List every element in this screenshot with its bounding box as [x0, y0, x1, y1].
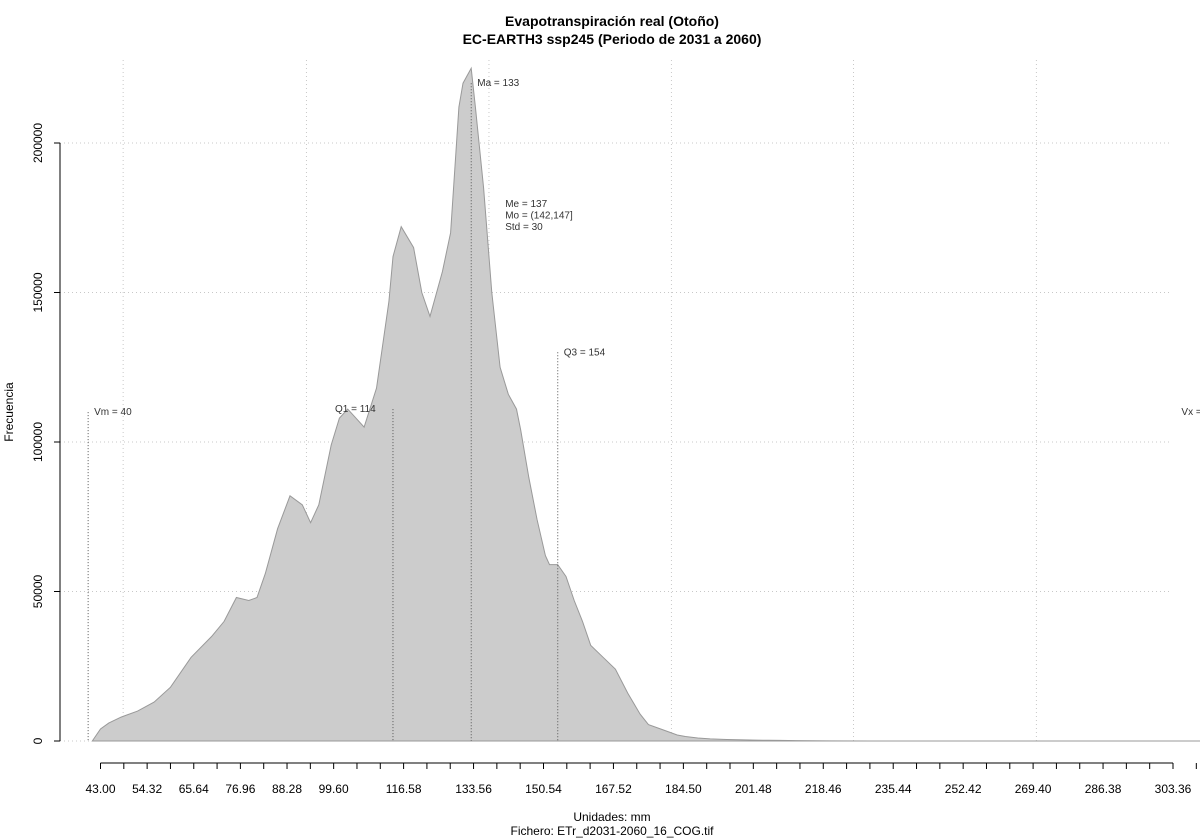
- y-tick-label: 50000: [31, 574, 45, 608]
- x-tick-label: 269.40: [1015, 782, 1052, 796]
- stats-line: Std = 30: [505, 222, 543, 233]
- x-tick-label: 218.46: [805, 782, 842, 796]
- x-tick-label: 303.36: [1155, 782, 1192, 796]
- x-tick-label: 133.56: [455, 782, 492, 796]
- y-tick-label: 150000: [31, 272, 45, 312]
- y-axis: 0 50000 100000 150000 200000: [31, 123, 61, 744]
- x-tick-label: 54.32: [132, 782, 162, 796]
- density-area: [91, 66, 1200, 742]
- chart-title: Evapotranspiración real (Otoño): [505, 13, 719, 29]
- x-tick-label: 88.28: [272, 782, 302, 796]
- y-tick-label: 0: [31, 737, 45, 744]
- stat-line-label: Q3 = 154: [564, 347, 606, 358]
- x-tick-label: 116.58: [386, 782, 422, 796]
- stats-line: Me = 137: [505, 199, 547, 210]
- x-axis-title: Unidades: mm: [573, 810, 650, 824]
- statistic-lines: Vm = 40 Q1 = 114 Ma = 133 Q3 = 154 Vx = 317: [87, 78, 1200, 741]
- x-tick-label: 99.60: [319, 782, 349, 796]
- x-tick-label: 201.48: [735, 782, 772, 796]
- density-series: [91, 66, 1200, 742]
- x-tick-label: 184.50: [665, 782, 702, 796]
- x-tick-label: 150.54: [525, 782, 562, 796]
- x-tick-label: 65.64: [179, 782, 209, 796]
- stat-line-label: Vm = 40: [94, 407, 132, 418]
- x-tick-label: 235.44: [875, 782, 912, 796]
- chart-subtitle: EC-EARTH3 ssp245 (Periodo de 2031 a 2060…: [463, 31, 762, 47]
- x-axis: 43.00 54.32 65.64 76.96 88.28 99.60 116.58 133.…: [85, 762, 1197, 796]
- file-caption: Fichero: ETr_d2031-2060_16_COG.tif: [511, 824, 715, 838]
- y-axis-title: Frecuencia: [2, 382, 16, 442]
- x-tick-label: 252.42: [945, 782, 982, 796]
- stats-line: Mo = (142,147]: [505, 210, 573, 221]
- stat-line-label: Ma = 133: [477, 78, 519, 89]
- x-tick-label: 167.52: [595, 782, 632, 796]
- x-tick-label: 43.00: [85, 782, 115, 796]
- y-tick-label: 100000: [31, 422, 45, 462]
- stat-line-label: Q1 = 114: [335, 404, 376, 415]
- x-tick-label: 76.96: [225, 782, 255, 796]
- y-tick-label: 200000: [31, 123, 45, 163]
- stat-line-label: Vx = 317: [1181, 407, 1200, 418]
- x-tick-label: 286.38: [1085, 782, 1122, 796]
